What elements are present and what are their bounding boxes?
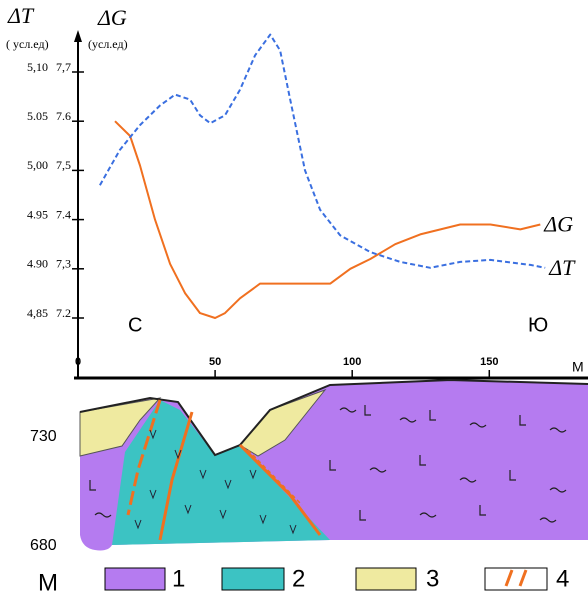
legend-label: 2 [292, 565, 305, 592]
axis-arrow [74, 30, 82, 42]
y2-tick-label: 4,85 [27, 306, 48, 320]
legend-swatch [485, 568, 547, 590]
depth-label: 680 [30, 537, 57, 554]
y-tick-label: 7.2 [56, 306, 71, 320]
depth-label: 730 [30, 428, 57, 445]
x-tick-label: 100 [343, 356, 361, 368]
figure: ΔT ( усл.ед) ΔG (усл.ед) С Ю М 730 680 [0, 0, 588, 599]
x-tick-label: 150 [480, 356, 498, 368]
legend-swatch [356, 568, 416, 590]
legend-label: 1 [172, 565, 185, 592]
depth-unit: М [38, 569, 58, 596]
series-line [100, 35, 545, 268]
series-line [115, 121, 540, 318]
y-tick-label: 7.4 [56, 207, 71, 221]
x-tick-label: 50 [209, 356, 221, 368]
x-tick-label: 0 [75, 356, 81, 368]
legend-swatch [222, 568, 284, 590]
y2-unit: (усл.ед) [88, 37, 128, 51]
y2-title: ΔG [97, 5, 127, 30]
y2-tick-label: 5.05 [27, 109, 48, 123]
section [80, 380, 588, 590]
y-unit: ( усл.ед) [6, 37, 49, 51]
series-label: ΔG [543, 212, 573, 237]
y2-tick-label: 5,00 [27, 158, 48, 172]
y-tick-label: 7.6 [56, 109, 71, 123]
y-tick-label: 7,3 [56, 257, 71, 271]
left-label: С [128, 314, 142, 336]
x-label: М [572, 359, 584, 375]
y-tick-label: 7,7 [56, 60, 71, 74]
y-tick-label: 7,5 [56, 158, 71, 172]
legend-swatch [105, 568, 165, 590]
right-label: Ю [528, 314, 548, 336]
page: ΔT ( усл.ед) ΔG (усл.ед) С Ю М 730 680 [0, 0, 588, 599]
series-label: ΔT [548, 255, 576, 280]
y-title: ΔT [7, 3, 35, 28]
y2-tick-label: 4.90 [27, 257, 48, 271]
legend-label: 3 [426, 565, 439, 592]
y2-tick-label: 4.95 [27, 207, 48, 221]
y2-tick-label: 5,10 [27, 60, 48, 74]
legend-label: 4 [556, 565, 569, 592]
